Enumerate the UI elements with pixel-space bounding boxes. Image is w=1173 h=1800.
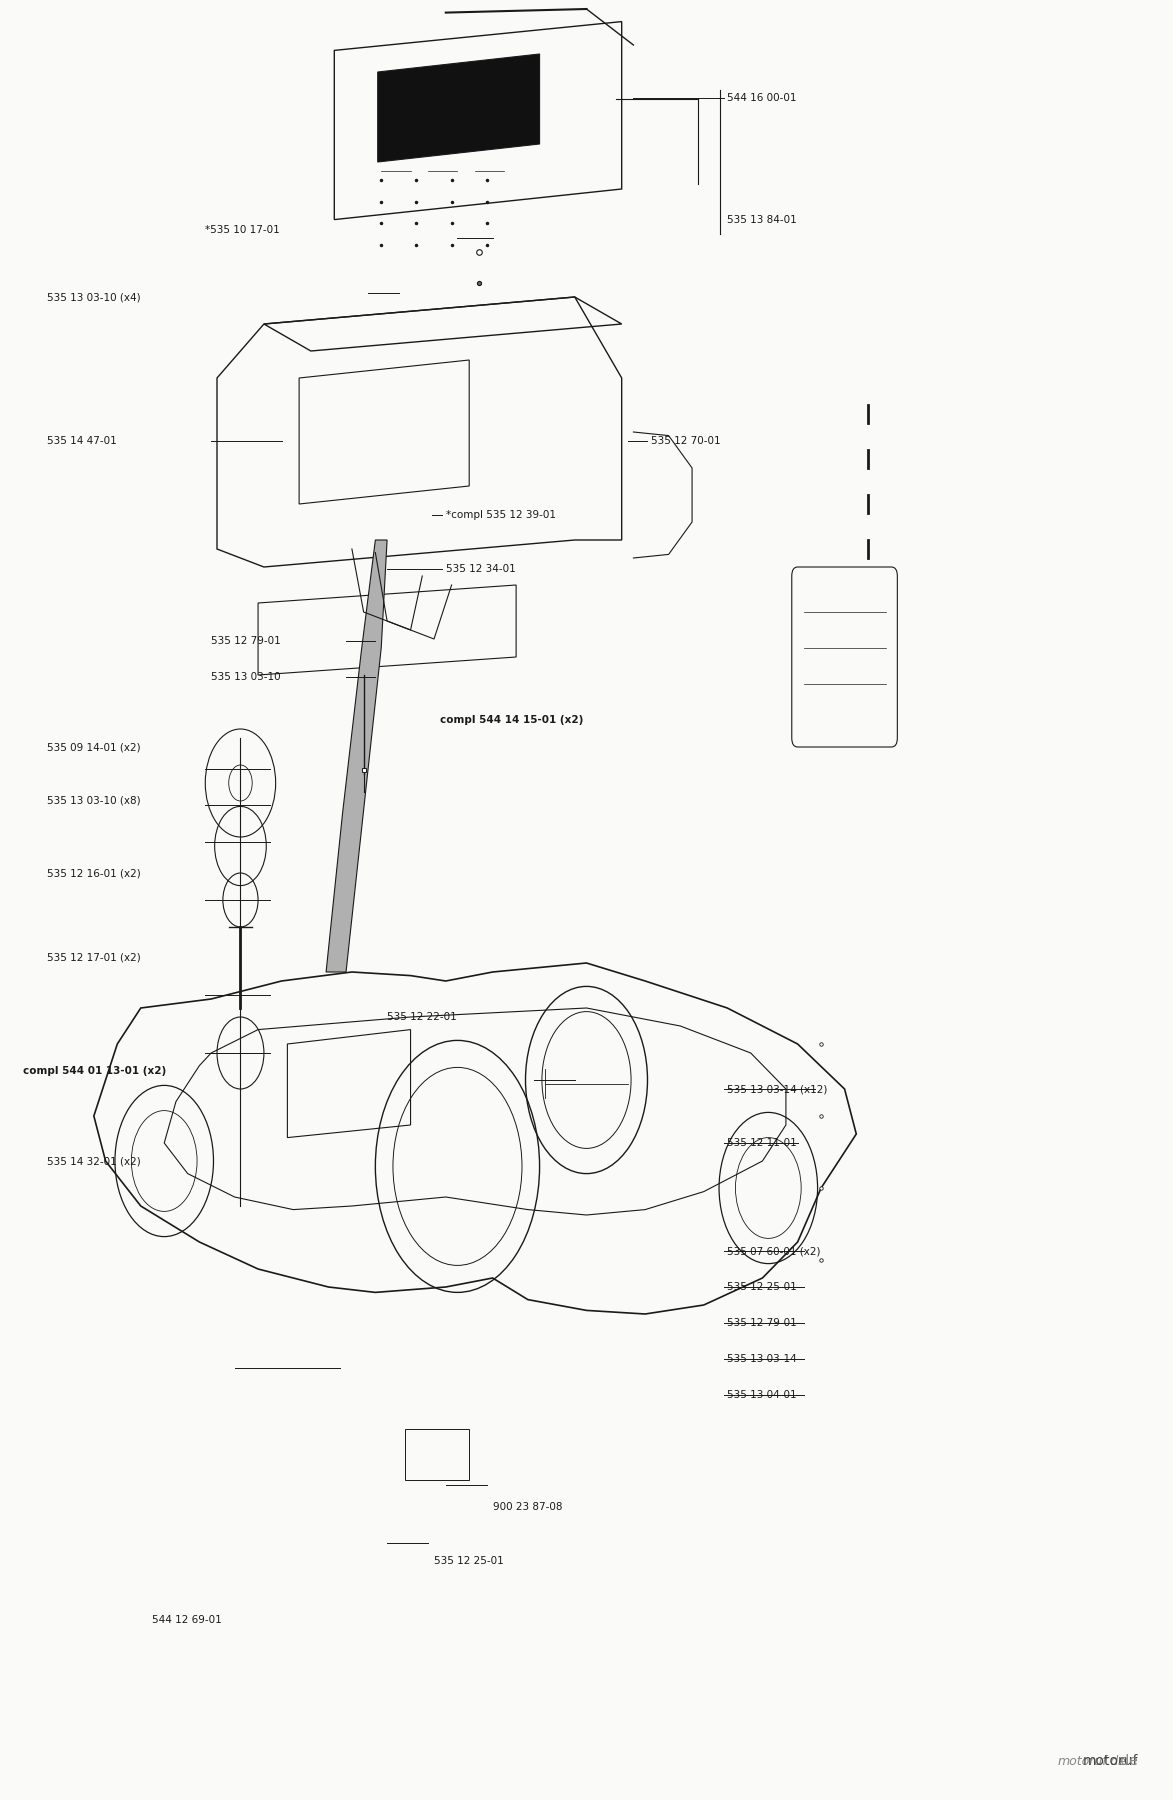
Text: *compl 535 12 39-01: *compl 535 12 39-01 <box>446 509 556 520</box>
Text: 535 12 79-01: 535 12 79-01 <box>727 1318 796 1328</box>
Text: motoruf.de: motoruf.de <box>1057 1755 1126 1768</box>
Polygon shape <box>326 540 387 972</box>
Text: 544 12 69-01: 544 12 69-01 <box>152 1615 222 1625</box>
Text: 535 14 47-01: 535 14 47-01 <box>47 436 116 446</box>
Text: 900 23 87-08: 900 23 87-08 <box>493 1501 562 1512</box>
Text: 535 12 34-01: 535 12 34-01 <box>446 563 515 574</box>
Text: 535 13 03-10 (x8): 535 13 03-10 (x8) <box>47 796 141 806</box>
Bar <box>405 1429 469 1480</box>
Text: 535 12 17-01 (x2): 535 12 17-01 (x2) <box>47 952 141 963</box>
Text: 535 12 79-01: 535 12 79-01 <box>211 635 280 646</box>
Text: 535 12 70-01: 535 12 70-01 <box>651 436 720 446</box>
Text: motoruf: motoruf <box>1083 1753 1138 1768</box>
Text: 535 09 14-01 (x2): 535 09 14-01 (x2) <box>47 742 141 752</box>
Text: compl 544 14 15-01 (x2): compl 544 14 15-01 (x2) <box>440 715 583 725</box>
Text: 535 13 03-10: 535 13 03-10 <box>211 671 280 682</box>
Text: 535 12 25-01: 535 12 25-01 <box>434 1555 503 1566</box>
Text: 535 07 60-01 (x2): 535 07 60-01 (x2) <box>727 1246 821 1256</box>
Text: 535 13 03-14: 535 13 03-14 <box>727 1354 796 1364</box>
Text: 535 13 03-14 (x12): 535 13 03-14 (x12) <box>727 1084 828 1094</box>
Text: 535 13 04-01: 535 13 04-01 <box>727 1390 796 1400</box>
Text: 535 12 25-01: 535 12 25-01 <box>727 1282 796 1292</box>
Text: *535 10 17-01: *535 10 17-01 <box>205 225 280 236</box>
Text: 535 13 03-10 (x4): 535 13 03-10 (x4) <box>47 292 141 302</box>
Polygon shape <box>378 54 540 162</box>
Text: 535 12 22-01: 535 12 22-01 <box>387 1012 456 1022</box>
Text: 535 14 32-01 (x2): 535 14 32-01 (x2) <box>47 1156 141 1166</box>
Text: 535 12 11-01: 535 12 11-01 <box>727 1138 796 1148</box>
Text: 535 12 16-01 (x2): 535 12 16-01 (x2) <box>47 868 141 878</box>
Text: 535 13 84-01: 535 13 84-01 <box>727 214 796 225</box>
Text: .de: .de <box>1116 1753 1138 1768</box>
Text: 544 16 00-01: 544 16 00-01 <box>727 94 796 103</box>
Text: compl 544 01 13-01 (x2): compl 544 01 13-01 (x2) <box>23 1066 167 1076</box>
